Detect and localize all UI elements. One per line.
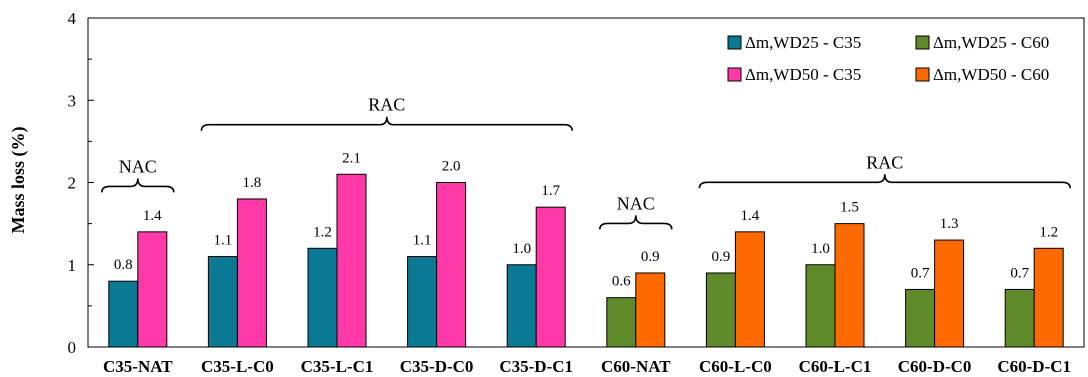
bar-value-label: 1.7: [541, 183, 560, 199]
legend-swatch: [727, 35, 742, 50]
bar: [606, 297, 637, 348]
bar: [108, 280, 139, 348]
bar-value-label: 2.0: [442, 159, 461, 175]
bar-value-label: 1.0: [811, 241, 830, 257]
bar-value-label: 0.9: [712, 249, 731, 265]
bar-value-label: 0.7: [1010, 265, 1029, 281]
curly-brace: [599, 215, 673, 230]
bar: [336, 173, 367, 348]
curly-brace: [698, 174, 1071, 189]
x-tick-label: C35-D-C0: [400, 357, 474, 376]
bar-value-label: 1.4: [741, 208, 760, 224]
bar: [1004, 288, 1035, 348]
x-tick-label: C60-L-C1: [799, 357, 872, 376]
x-tick-label: C35-L-C1: [301, 357, 374, 376]
legend-entry-label: Δm,WD50 - C35: [745, 65, 861, 84]
legend-entry-label: Δm,WD25 - C60: [933, 33, 1049, 52]
y-tick-label: 1: [68, 256, 77, 275]
group-annotation-label: NAC: [119, 156, 157, 176]
bar: [1033, 247, 1064, 348]
x-tick-label: C35-D-C1: [499, 357, 573, 376]
y-tick-label: 0: [68, 338, 77, 357]
y-tick-label: 2: [68, 174, 77, 193]
bars: [108, 173, 1064, 348]
curly-brace: [200, 116, 573, 131]
bar-value-label: 1.2: [1039, 224, 1058, 240]
bar-value-label: 1.5: [840, 200, 859, 216]
bar-value-label: 1.8: [243, 175, 262, 191]
bar: [407, 256, 438, 348]
curly-brace: [101, 178, 175, 193]
bar-value-label: 1.3: [940, 216, 959, 232]
bar: [137, 231, 168, 348]
group-annotation-label: NAC: [617, 193, 655, 213]
bar-value-label: 2.1: [342, 150, 361, 166]
legend-swatch: [915, 67, 930, 82]
bar: [506, 264, 537, 348]
bar: [236, 198, 267, 348]
bar: [805, 264, 836, 348]
bar: [705, 272, 736, 348]
bar: [436, 182, 467, 348]
bar-value-label: 0.9: [641, 249, 660, 265]
y-tick-label: 4: [68, 9, 77, 28]
bar: [734, 231, 765, 348]
bar: [535, 206, 566, 348]
x-tick-labels: C35-NAT C35-L-C0 C35-L-C1 C35-D-C0 C35-D-C1 C…: [103, 357, 1071, 376]
x-tick-label: C60-D-C0: [898, 357, 972, 376]
x-tick-label: C60-NAT: [601, 357, 671, 376]
group-annotation-label: RAC: [866, 152, 903, 172]
y-tick-label: 3: [68, 91, 77, 110]
bar-value-label: 0.7: [911, 265, 930, 281]
y-ticks: 0 1 2 3 4: [68, 9, 94, 357]
group-annotations: NAC RAC NAC RAC: [101, 95, 1071, 230]
bar-value-label: 1.4: [143, 208, 162, 224]
bar-value-label: 1.2: [313, 224, 332, 240]
bar: [934, 239, 965, 348]
legend-entry-label: Δm,WD25 - C35: [745, 33, 861, 52]
x-tick-label: C35-NAT: [103, 357, 173, 376]
x-tick-label: C60-L-C0: [699, 357, 772, 376]
bar: [905, 288, 936, 348]
bar-value-label: 0.6: [612, 274, 631, 290]
bar: [635, 272, 666, 348]
bar-value-label: 1.1: [413, 233, 432, 249]
legend-entry-label: Δm,WD50 - C60: [933, 65, 1049, 84]
bar-value-label: 0.8: [114, 257, 133, 273]
legend-swatch: [915, 35, 930, 50]
y-axis-label: Mass loss (%): [8, 126, 29, 233]
x-tick-label: C60-D-C1: [997, 357, 1071, 376]
bar: [307, 247, 338, 348]
bar: [834, 223, 865, 348]
legend: Δm,WD25 - C35 Δm,WD25 - C60 Δm,WD50 - C35 Δ…: [727, 33, 1049, 84]
bar: [207, 256, 238, 348]
x-tick-label: C35-L-C0: [201, 357, 274, 376]
group-annotation-label: RAC: [368, 95, 405, 115]
bar-value-label: 1.1: [214, 233, 233, 249]
legend-swatch: [727, 67, 742, 82]
data-labels: 0.8 1.4 1.1 1.8 1.2 2.1 1.1 2.0 1.0 1.7 0.6 0.9 0.9 1…: [114, 150, 1058, 289]
bar-value-label: 1.0: [512, 241, 531, 257]
